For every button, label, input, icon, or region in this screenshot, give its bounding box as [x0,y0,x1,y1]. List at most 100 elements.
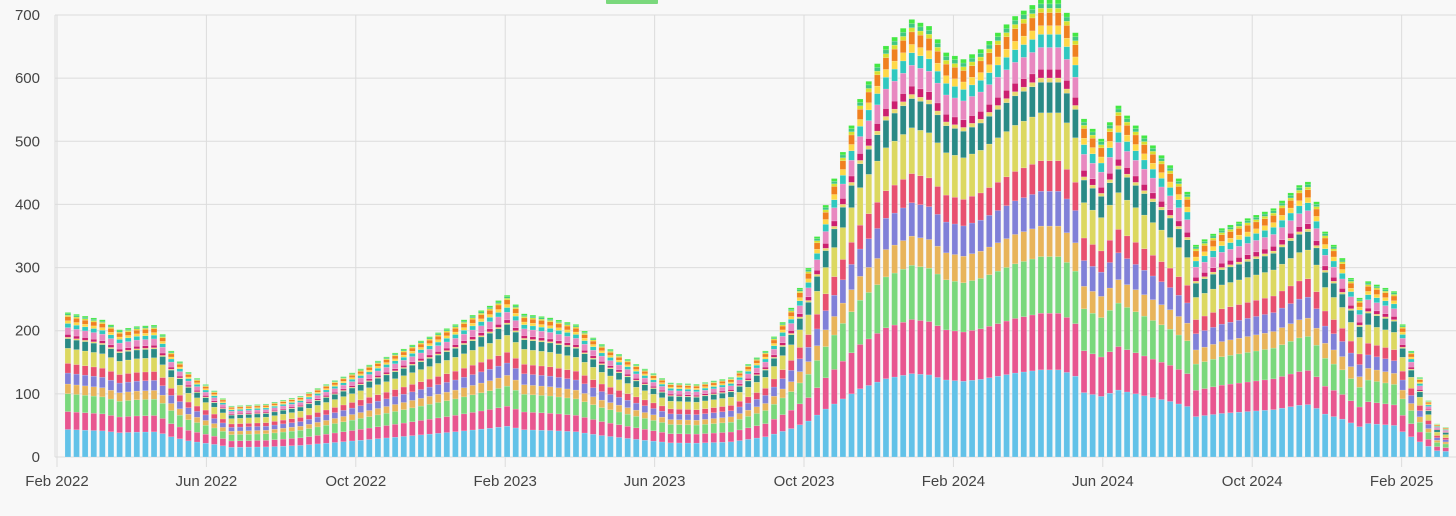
bar-segment[interactable] [762,367,768,369]
bar-segment[interactable] [1245,318,1251,336]
bar-segment[interactable] [943,64,949,76]
bar-segment[interactable] [203,385,209,386]
bar-segment[interactable] [435,418,441,433]
bar-segment[interactable] [737,373,743,375]
bar-segment[interactable] [1072,77,1078,97]
bar-segment[interactable] [521,336,527,339]
bar-segment[interactable] [1322,244,1328,248]
bar-segment[interactable] [1098,172,1104,187]
bar-segment[interactable] [1107,157,1113,173]
bar-segment[interactable] [806,279,812,283]
bar-segment[interactable] [711,442,717,457]
bar-segment[interactable] [1357,301,1363,303]
bar-segment[interactable] [1314,202,1320,204]
bar-segment[interactable] [1055,13,1061,26]
bar-segment[interactable] [883,191,889,218]
bar-segment[interactable] [1305,198,1311,203]
bar-segment[interactable] [1159,262,1165,282]
bar-segment[interactable] [1098,163,1104,172]
bar-segment[interactable] [74,317,80,318]
bar-segment[interactable] [1219,324,1225,341]
bar-segment[interactable] [82,340,88,341]
bar-segment[interactable] [142,399,148,415]
bar-segment[interactable] [65,323,71,327]
bar-segment[interactable] [780,322,786,323]
bar-segment[interactable] [151,333,157,336]
bar-segment[interactable] [771,358,777,366]
bar-segment[interactable] [711,400,717,408]
bar-segment[interactable] [573,432,579,457]
bar-segment[interactable] [99,431,105,457]
bar-segment[interactable] [771,343,777,345]
bar-segment[interactable] [1021,372,1027,457]
bar-segment[interactable] [616,380,622,391]
bar-segment[interactable] [1391,301,1397,304]
bar-segment[interactable] [1262,350,1268,380]
bar-segment[interactable] [168,437,174,457]
bar-segment[interactable] [694,443,700,457]
bar-segment[interactable] [1219,309,1225,324]
bar-segment[interactable] [547,332,553,339]
bar-segment[interactable] [470,350,476,365]
bar-segment[interactable] [289,413,295,419]
bar-segment[interactable] [65,317,71,321]
bar-segment[interactable] [1055,226,1061,257]
bar-segment[interactable] [1072,210,1078,242]
bar-segment[interactable] [125,351,131,360]
bar-segment[interactable] [642,406,648,413]
bar-segment[interactable] [1357,354,1363,365]
bar-segment[interactable] [1417,417,1423,422]
bar-segment[interactable] [857,99,863,102]
bar-segment[interactable] [487,369,493,381]
bar-segment[interactable] [1400,432,1406,457]
bar-segment[interactable] [521,317,527,318]
bar-segment[interactable] [676,409,682,414]
bar-segment[interactable] [1434,438,1440,441]
bar-segment[interactable] [771,419,777,434]
bar-segment[interactable] [1426,402,1432,404]
bar-segment[interactable] [1348,367,1354,379]
bar-segment[interactable] [806,268,812,270]
bar-segment[interactable] [1382,314,1388,317]
bar-segment[interactable] [1167,218,1173,237]
bar-segment[interactable] [65,348,71,363]
bar-segment[interactable] [961,59,967,63]
bar-segment[interactable] [702,394,708,395]
bar-segment[interactable] [1098,296,1104,317]
bar-segment[interactable] [1253,256,1259,258]
bar-segment[interactable] [444,352,450,361]
bar-segment[interactable] [582,354,588,362]
bar-segment[interactable] [728,377,734,378]
bar-segment[interactable] [349,373,355,374]
bar-segment[interactable] [625,365,631,367]
bar-segment[interactable] [909,174,915,203]
bar-segment[interactable] [1081,177,1087,180]
bar-segment[interactable] [435,433,441,457]
bar-segment[interactable] [1150,145,1156,148]
bar-segment[interactable] [909,53,915,65]
bar-segment[interactable] [1072,271,1078,324]
bar-segment[interactable] [892,185,898,213]
bar-segment[interactable] [194,417,200,422]
bar-segment[interactable] [1271,379,1277,410]
bar-segment[interactable] [1098,148,1104,157]
bar-segment[interactable] [1055,313,1061,370]
bar-segment[interactable] [633,410,639,416]
bar-segment[interactable] [1339,419,1345,457]
bar-segment[interactable] [754,360,760,363]
bar-segment[interactable] [1072,65,1078,77]
bar-segment[interactable] [1098,218,1104,251]
bar-segment[interactable] [332,442,338,457]
bar-segment[interactable] [995,45,1001,57]
bar-segment[interactable] [771,379,777,387]
bar-segment[interactable] [1055,0,1061,4]
bar-segment[interactable] [694,395,700,396]
bar-segment[interactable] [1210,327,1216,344]
bar-segment[interactable] [676,401,682,409]
bar-segment[interactable] [633,387,639,397]
bar-segment[interactable] [900,73,906,93]
bar-segment[interactable] [504,406,510,426]
bar-segment[interactable] [427,358,433,366]
bar-segment[interactable] [1184,232,1190,237]
bar-segment[interactable] [289,446,295,457]
